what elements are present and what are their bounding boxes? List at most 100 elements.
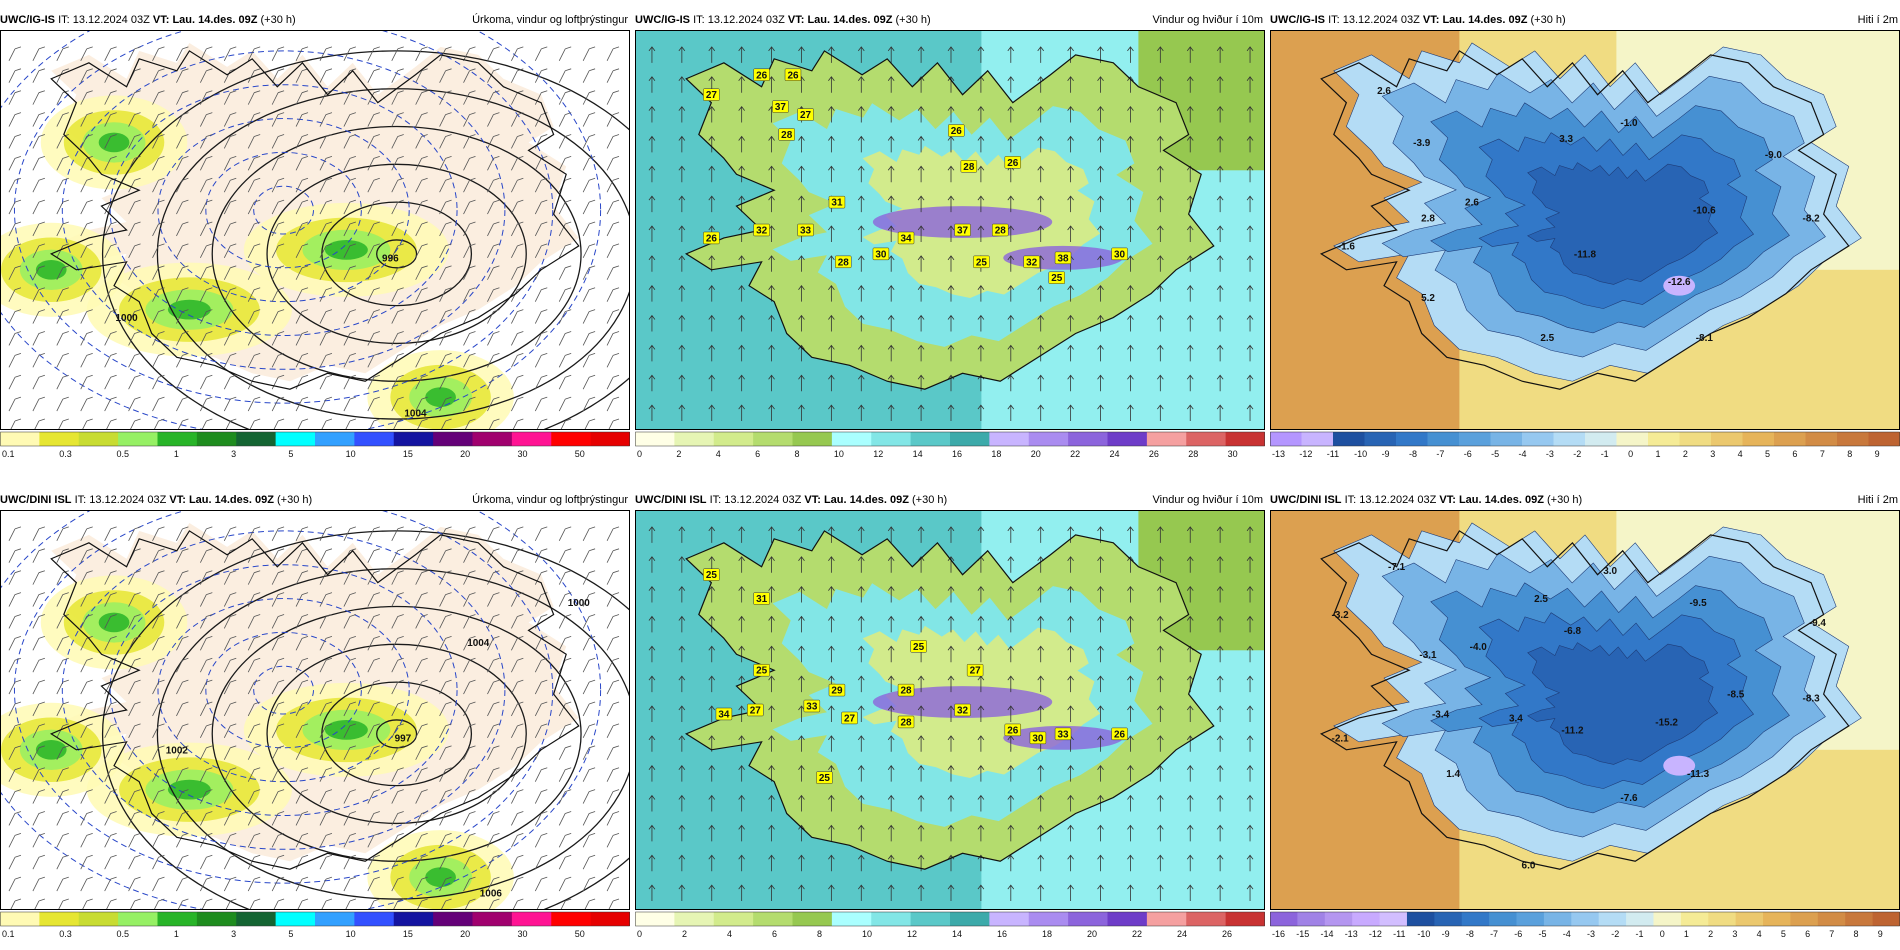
forecast-map[interactable]: 27 26 26 37 27 28 26 28 26 31 32 33 26 34 37 28 30 28 25 32… — [635, 30, 1265, 430]
wind-barb — [367, 199, 380, 215]
wind-arrow — [1067, 794, 1074, 812]
wind-arrow — [1007, 585, 1015, 603]
panel-vt-label: VT: — [152, 14, 170, 26]
map-value-label: -10.6 — [1693, 206, 1716, 217]
wind-barb — [391, 679, 404, 695]
wind-barb — [367, 331, 380, 346]
wind-barb — [343, 635, 356, 651]
wind-barb — [391, 177, 404, 193]
colorbar-tick-label: 14 — [913, 449, 923, 459]
wind-arrow — [1007, 135, 1015, 153]
colorbar-tick-label: 2 — [1683, 449, 1688, 459]
wind-barb — [223, 155, 237, 171]
wind-barb — [176, 243, 189, 259]
wind-arrow — [1037, 165, 1045, 183]
wind-barb — [80, 811, 93, 826]
wind-barb — [487, 614, 500, 629]
forecast-map[interactable]: 997 1002 1004 1006 1000 — [0, 510, 630, 910]
wind-arrow — [828, 344, 835, 362]
wind-barb — [391, 811, 404, 826]
colorbar-tick-label: 3 — [1710, 449, 1715, 459]
wind-barb — [441, 418, 452, 429]
wind-arrow — [1246, 195, 1254, 213]
wind-arrow — [648, 404, 656, 422]
wind-barb — [511, 679, 524, 695]
wind-barb — [415, 876, 428, 892]
colorbar-swatch — [1571, 912, 1600, 926]
forecast-map[interactable]: -7.1 3.0 -3.2 2.5 -9.5 -6.8 -9.4 -3.1 -4.0 -3.4 -8… — [1270, 510, 1900, 910]
wind-arrow — [1097, 615, 1104, 633]
forecast-map[interactable]: 996 1000 1004 — [0, 30, 630, 430]
wind-barb — [487, 177, 500, 193]
wind-arrow — [1097, 344, 1104, 362]
wind-barb — [582, 46, 596, 62]
map-value-label: 26 — [753, 68, 770, 81]
wind-barb — [247, 265, 261, 280]
panel-header: UWC/DINI ISL IT: 13.12.2024 03Z VT: Lau.… — [635, 490, 1265, 510]
wind-barb — [56, 331, 69, 346]
map-value-label: 34 — [715, 707, 733, 720]
wind-barb — [200, 570, 213, 585]
colorbar-tick-label: 0.5 — [117, 929, 130, 939]
wind-barb — [487, 526, 500, 542]
wind-arrow — [947, 46, 955, 63]
wind-barb — [391, 526, 404, 542]
wind-arrow — [1186, 526, 1194, 543]
wind-barb — [439, 243, 452, 259]
wind-arrow — [708, 404, 716, 422]
isobar-line — [376, 239, 418, 269]
wind-barb — [247, 374, 261, 390]
wind-barb — [558, 353, 572, 368]
wind-barb — [8, 243, 22, 259]
wind-arrow — [857, 585, 865, 603]
wind-arrow — [1216, 344, 1224, 362]
wind-barb — [271, 811, 285, 826]
wind-arrow — [648, 735, 656, 752]
wind-barb — [223, 112, 237, 127]
colorbar-tick-label: 3 — [231, 929, 236, 939]
wind-barb — [606, 723, 620, 739]
colorbar-legend: 0.1 0.3 0.5 1 3 5 10 15 20 30 50 — [0, 910, 630, 940]
wind-barb — [391, 199, 404, 215]
svg-text:33: 33 — [800, 225, 812, 236]
colorbar-frame — [0, 431, 630, 447]
colorbar-swatch — [1225, 912, 1265, 926]
wind-arrow — [828, 645, 835, 663]
wind-barb — [487, 657, 500, 673]
wind-barb — [271, 396, 285, 412]
wind-barb — [128, 265, 141, 280]
wind-barb — [367, 614, 380, 629]
cold-spot — [1663, 275, 1696, 296]
svg-text:-3.2: -3.2 — [1332, 610, 1350, 621]
wind-barb — [176, 833, 189, 848]
wind-barb — [606, 701, 620, 717]
colorbar-swatch — [1297, 912, 1326, 926]
wind-arrow — [917, 735, 925, 752]
wind-arrow — [1186, 615, 1194, 633]
wind-barb — [343, 657, 356, 673]
wind-barb — [582, 767, 596, 782]
wind-arrow — [947, 165, 955, 183]
svg-text:26: 26 — [1114, 729, 1126, 740]
wind-barb — [487, 745, 500, 760]
panel-model-name: UWC/DINI ISL — [1270, 494, 1342, 506]
map-value-label: 3.4 — [1509, 713, 1523, 724]
wind-barb — [32, 155, 45, 171]
precip-area — [167, 299, 211, 320]
map-value-label: 28 — [992, 223, 1009, 236]
map-value-label: 997 — [395, 733, 412, 744]
wind-barb — [319, 353, 333, 368]
svg-text:2.5: 2.5 — [1534, 594, 1548, 605]
wind-barb — [247, 177, 261, 193]
wind-barb — [343, 134, 356, 149]
colorbar-tick-label: -12 — [1299, 449, 1312, 459]
wind-barb — [247, 657, 261, 673]
panel-lead-time: (+30 h) — [912, 494, 948, 506]
forecast-map[interactable]: 2.6 -3.9 -1.0 3.3 -9.0 2.8 2.6 -10.6 -8.2 -1.6 -11… — [1270, 30, 1900, 430]
wind-barb — [558, 635, 572, 651]
wind-arrow — [1216, 135, 1224, 153]
colorbar-tick-label: 12 — [873, 449, 883, 459]
wind-barb — [463, 833, 476, 848]
forecast-map[interactable]: 25 31 25 25 27 28 34 33 29 27 27 28 32 26 30 33 26 25 — [635, 510, 1265, 910]
svg-text:-8.2: -8.2 — [1803, 214, 1821, 225]
